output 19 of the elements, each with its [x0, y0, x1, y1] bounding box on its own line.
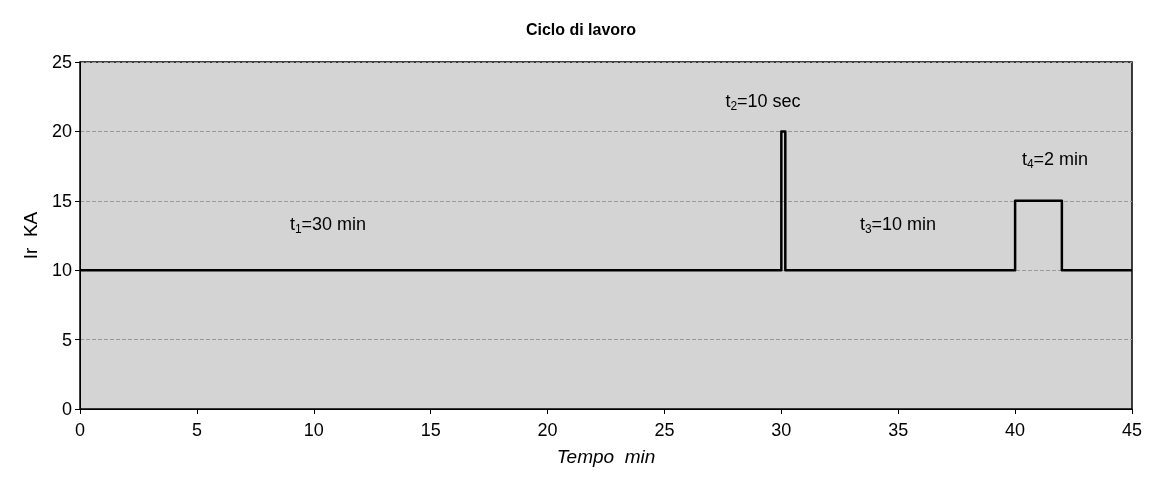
x-tick-label: 45 — [1121, 420, 1143, 440]
x-tick-label: 40 — [1005, 420, 1026, 440]
x-tick-label: 10 — [303, 420, 324, 440]
x-tick-label: 20 — [537, 420, 558, 440]
x-axis-title: Tempo min — [556, 446, 656, 467]
x-tick-label: 5 — [191, 420, 202, 440]
x-tick-label: 0 — [74, 420, 86, 440]
x-tick-label: 30 — [771, 420, 792, 440]
y-tick-label: 5 — [61, 329, 72, 350]
x-tick-label: 25 — [654, 420, 675, 440]
y-tick-label: 10 — [51, 260, 72, 281]
y-tick-label: 25 — [51, 52, 72, 72]
y-axis-title: Ir KA — [20, 211, 41, 260]
x-tick-label: 35 — [888, 420, 909, 440]
chart-title: Ciclo di lavoro — [525, 20, 637, 38]
y-tick-label: 0 — [61, 399, 72, 419]
y-tick-label: 15 — [51, 190, 72, 211]
y-tick-label: 20 — [51, 121, 72, 142]
x-tick-label: 15 — [420, 420, 441, 440]
